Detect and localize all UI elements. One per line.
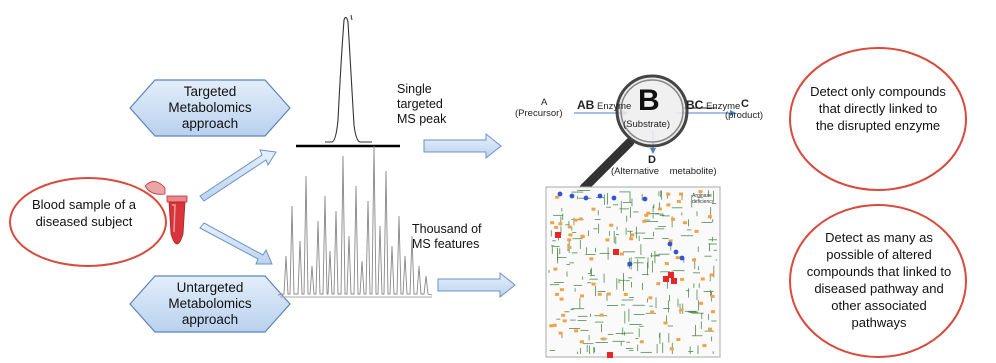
sample-oval xyxy=(9,177,167,267)
tube-icon xyxy=(144,181,188,245)
thousand-features-label: Thousand of MS features xyxy=(412,222,482,251)
precursor-label: (Precursor) xyxy=(515,108,563,119)
multi-ms-features-graphic xyxy=(277,145,433,298)
enzyme-bc-name: BC xyxy=(686,98,704,112)
targeted-approach-label: Targeted Metabolomics approach xyxy=(168,84,252,131)
arrow-to-pathway xyxy=(423,132,502,160)
enzyme-bc-suffix: Enzyme xyxy=(705,101,741,112)
arrow-to-network-map xyxy=(437,271,516,299)
metabolite-d: D xyxy=(648,154,656,166)
enzyme-bc: BC Enzyme xyxy=(686,98,741,112)
metabolite-a: A xyxy=(541,97,548,108)
enzyme-ab-suffix: Enzyme xyxy=(596,101,632,112)
sample-label: Blood sample of a diseased subject xyxy=(31,197,137,229)
targeted-outcome-text: Detect only compounds that directly link… xyxy=(810,84,946,133)
enzyme-ab: AB Enzyme xyxy=(577,98,632,112)
substrate-label: (Substrate) xyxy=(623,119,670,130)
targeted-outcome-oval xyxy=(789,47,967,191)
metabolite-b: B xyxy=(638,84,660,117)
product-label: (product) xyxy=(725,110,764,121)
targeted-approach-hexagon xyxy=(129,79,291,137)
untargeted-approach-hexagon xyxy=(129,275,291,333)
single-ms-peak-graphic xyxy=(296,14,400,148)
untargeted-outcome-oval xyxy=(789,204,967,358)
enzyme-ab-name: AB xyxy=(577,98,595,112)
untargeted-outcome-text: Detect as many as possible of altered co… xyxy=(806,230,952,330)
network-corner-label: Arginase deficiency xyxy=(692,193,715,205)
arrow-to-targeted xyxy=(199,149,277,202)
alternative-metabolite-label: (Alternative metabolite) xyxy=(611,166,717,177)
pathway-graphic xyxy=(574,74,736,193)
single-peak-label: Single targeted MS peak xyxy=(397,82,447,126)
untargeted-approach-label: Untargeted Metabolomics approach xyxy=(168,280,252,327)
metabolite-c: C xyxy=(741,98,749,110)
arrow-to-untargeted xyxy=(199,222,273,265)
metabolic-network-map xyxy=(545,186,721,358)
